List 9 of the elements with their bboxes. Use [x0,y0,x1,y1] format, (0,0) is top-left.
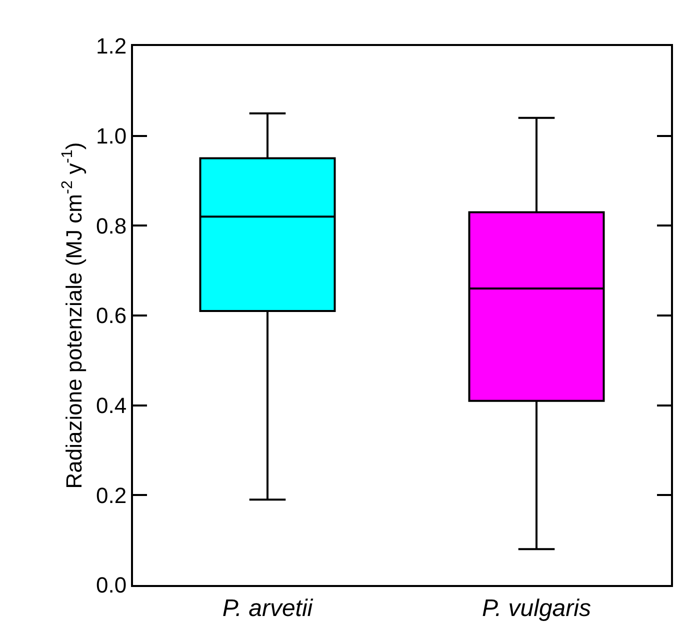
x-tick-label: P. arvetii [222,594,314,622]
x-tick-label: P. vulgaris [482,594,591,622]
y-tick-label: 1.2 [96,34,127,59]
y-tick-label: 0.6 [96,303,127,328]
y-tick-label: 0.0 [96,572,127,598]
y-tick-label: 0.4 [96,393,127,418]
y-tick-label: 0.8 [96,213,127,238]
y-tick-label: 0.2 [96,482,127,508]
y-tick-label: 1.0 [96,124,127,149]
